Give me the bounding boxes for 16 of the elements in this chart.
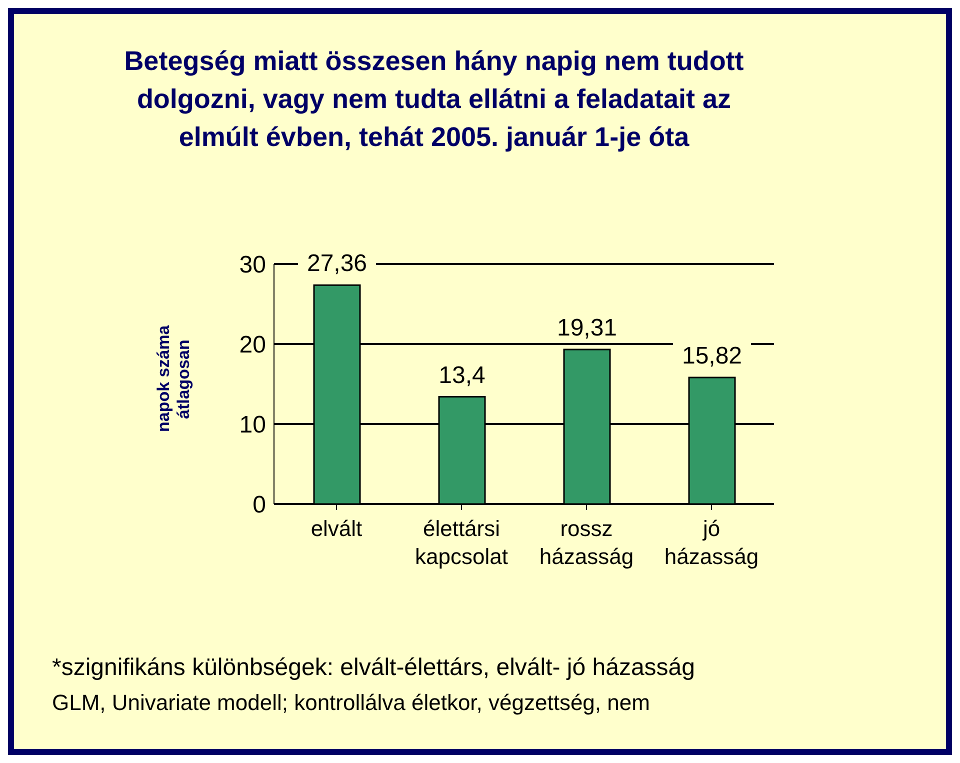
y-tick-label: 10: [239, 412, 266, 439]
y-tick-label: 0: [252, 492, 266, 519]
x-tick-label: elvált: [310, 516, 362, 541]
text: *szignifikáns különbségek: elvált-élettárs, elvált- jó házasság: [52, 654, 695, 682]
y-tick-label: 30: [239, 252, 266, 279]
y-tick-label: 20: [239, 332, 266, 359]
data-label: 19,31: [556, 314, 618, 342]
data-label: 27,36: [306, 250, 368, 278]
data-label: 13,4: [438, 362, 486, 389]
y-axis-title: napok száma átlagosan: [154, 324, 194, 434]
chart-title: Betegség miatt összesen hány napig nem tudott dolgozni, vagy nem tudta ellátni a feladatait az elmúlt évben, tehát 2005. január 1-je óta: [123, 45, 745, 154]
x-tick-label: élettársi kapcsolat: [415, 516, 508, 569]
data-label: 15,82: [682, 342, 742, 370]
text: GLM, Univariate modell; kontrollálva életkor, végzettség, nem: [52, 690, 651, 716]
x-tick-label: rossz házasság: [539, 516, 634, 569]
x-tick-label: jó házasság: [664, 516, 759, 569]
